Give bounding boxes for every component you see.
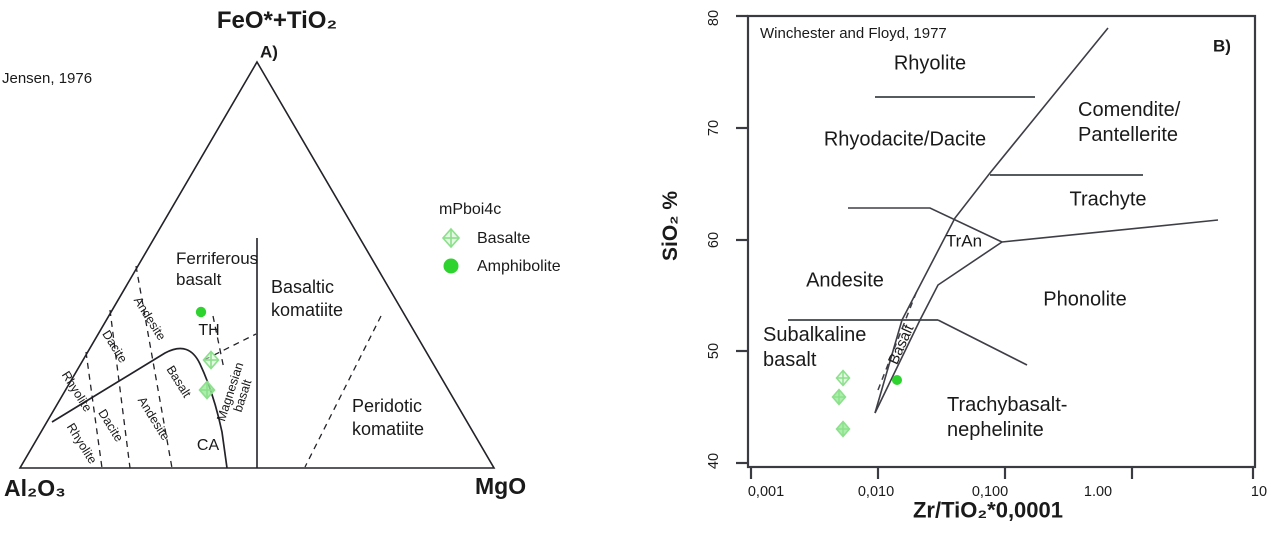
panel-b-data-points xyxy=(831,369,902,438)
field-andesite: Andesite xyxy=(806,269,884,292)
trachyte-phonolite-line xyxy=(1001,219,1219,243)
legend-item-basalte: Basalte xyxy=(477,230,531,247)
x-axis-title: Zr/TiO₂*0,0001 xyxy=(912,497,1064,523)
field-ferriferous-basalt: Ferriferous basalt xyxy=(176,249,259,290)
y-axis-title: SiO₂ % xyxy=(658,190,682,262)
field-trachybasalt-nephelinite: Trachybasalt- nephelinite xyxy=(947,394,1068,441)
field-peridotic-komatiite: Peridotic komatiite xyxy=(352,396,425,439)
panel-a-boundaries xyxy=(18,60,496,469)
basalte-point xyxy=(198,380,216,400)
field-rhyolite: Rhyolite xyxy=(893,52,967,75)
basalte-point xyxy=(202,350,220,370)
rhyodacite-andesite-line xyxy=(848,207,1003,243)
field-ca: CA xyxy=(196,437,220,454)
zone-line-th-basalt xyxy=(212,315,225,370)
field-th: TH xyxy=(198,322,220,339)
x-tick-0100: 0,100 xyxy=(971,483,1009,500)
field-comendite-pantellerite: Comendite/ Pantellerite xyxy=(1078,99,1181,146)
field-rhyodacite-dacite: Rhyodacite/Dacite xyxy=(823,128,987,151)
basalte-point xyxy=(831,388,847,406)
x-tick-10: 10 xyxy=(1250,483,1268,500)
open-diamond-cross-icon xyxy=(441,227,461,249)
panel-a-data-points xyxy=(195,306,220,400)
basalte-point xyxy=(835,369,851,387)
panel-b-citation: Winchester and Floyd, 1977 xyxy=(760,25,947,42)
legend-marker-icons xyxy=(441,227,461,274)
plot-border xyxy=(746,14,1257,469)
tran-basalt-right-line xyxy=(874,241,1003,414)
filled-circle-icon xyxy=(443,258,459,274)
y-tick-80: 80 xyxy=(705,9,722,27)
y-tick-60: 60 xyxy=(705,231,722,249)
basalte-points xyxy=(198,350,220,400)
panel-b-frame xyxy=(736,14,1257,479)
x-tick-0001: 0,001 xyxy=(747,483,785,500)
zone-line-dacite-andesite xyxy=(109,309,131,469)
field-trachyte: Trachyte xyxy=(1069,188,1147,211)
basalte-point xyxy=(835,420,851,438)
panel-a-apex-label: FeO*+TiO₂ xyxy=(216,7,338,34)
field-basaltic-komatiite: Basaltic komatiite xyxy=(271,277,344,320)
basalte-points xyxy=(831,369,851,438)
panel-a-label: A) xyxy=(260,42,278,62)
field-tran: TrAn xyxy=(945,231,983,251)
zone-line-rhyolite-dacite xyxy=(85,351,103,469)
panel-a-right-corner-label: MgO xyxy=(475,473,527,499)
panel-b-field-boundaries xyxy=(788,27,1219,414)
y-axis-ticks xyxy=(736,14,748,465)
zone-line-andesite-basalt xyxy=(135,265,173,469)
amphibolite-point xyxy=(892,375,902,385)
x-tick-100: 1.00 xyxy=(1083,483,1113,500)
ternary-dashed-zone-lines xyxy=(85,265,382,469)
panel-a-citation: Jensen, 1976 xyxy=(2,70,93,87)
field-phonolite: Phonolite xyxy=(1043,288,1127,311)
y-tick-50: 50 xyxy=(705,342,722,360)
legend-item-amphibolite: Amphibolite xyxy=(477,258,561,275)
y-tick-40: 40 xyxy=(705,452,722,470)
panel-b-label: B) xyxy=(1213,36,1231,56)
zone-line-ferriferous-magnesian xyxy=(203,333,257,361)
basalt-band-dashed-line xyxy=(877,287,919,391)
amphibolite-point xyxy=(195,306,207,318)
zone-line-komatiite-divider xyxy=(304,315,382,468)
y-tick-70: 70 xyxy=(705,119,722,137)
x-axis-ticks xyxy=(749,467,1255,479)
panel-a-left-corner-label: Al₂O₃ xyxy=(4,475,66,501)
main-diagonal-line xyxy=(874,27,1109,414)
x-tick-0010: 0,010 xyxy=(857,483,895,500)
legend-title: mPboi4c xyxy=(439,201,502,218)
th-ca-boundary-curve xyxy=(51,347,228,469)
trachybasalt-top-line xyxy=(937,319,1028,366)
field-subalkaline-basalt: Subalkaline basalt xyxy=(763,324,867,371)
